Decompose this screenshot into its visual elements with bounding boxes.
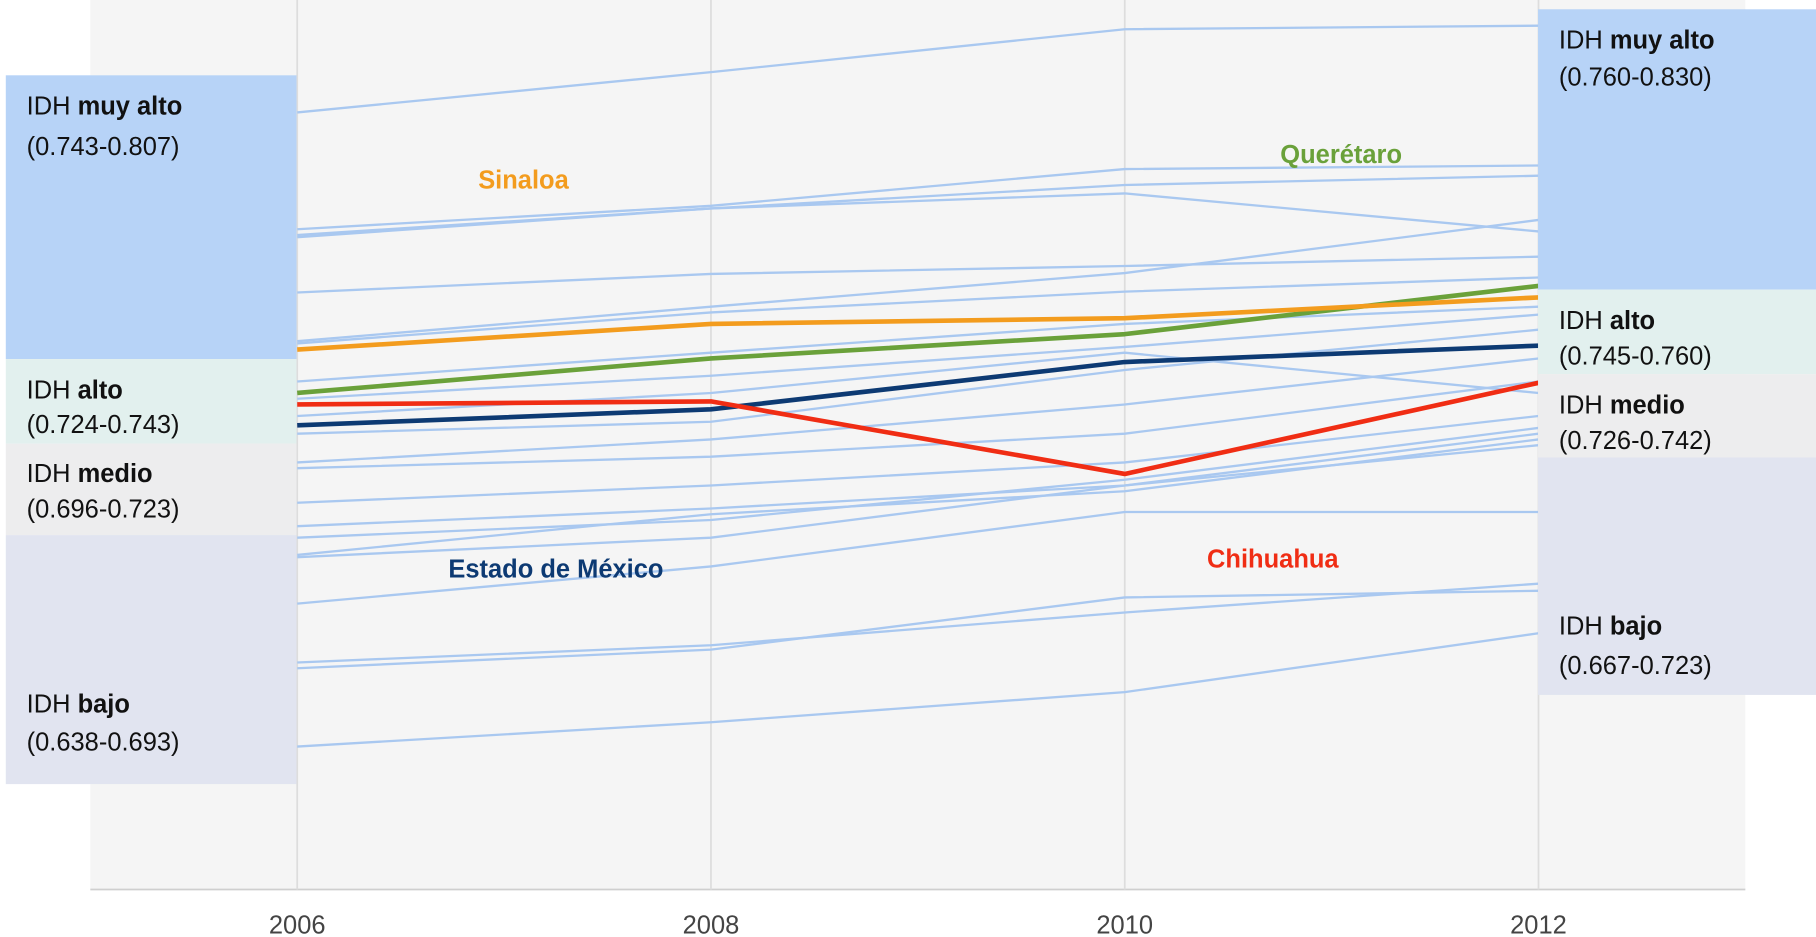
band-range: (0.696-0.723): [27, 496, 180, 524]
band-label: IDH bajo: [27, 690, 130, 718]
state-line: [297, 582, 1539, 664]
idh-band: [1538, 457, 1816, 695]
series-label: Sinaloa: [478, 167, 569, 195]
series-label: Estado de México: [448, 556, 663, 584]
band-range: (0.745-0.760): [1559, 343, 1712, 371]
idh-band: [5, 359, 297, 444]
idh-band: [5, 75, 297, 360]
x-tick-label: 2010: [1096, 911, 1153, 937]
band-range: (0.724-0.743): [27, 411, 180, 439]
state-line: [297, 313, 1539, 400]
state-line: [297, 305, 1539, 383]
band-prefix: IDH: [1559, 26, 1603, 54]
x-tick-label: 2008: [683, 911, 740, 937]
band-prefix: IDH: [27, 460, 71, 488]
band-level: bajo: [78, 690, 130, 718]
highlight-line: [297, 295, 1539, 352]
x-tick-label: 2006: [269, 911, 326, 937]
highlight-line: [297, 343, 1539, 428]
state-line: [297, 414, 1539, 504]
state-line: [297, 218, 1539, 343]
state-line: [297, 192, 1539, 239]
band-prefix: IDH: [27, 690, 71, 718]
band-level: medio: [78, 460, 153, 488]
band-prefix: IDH: [1559, 391, 1603, 419]
band-prefix: IDH: [27, 92, 71, 120]
idh-band: [1538, 374, 1816, 458]
band-prefix: IDH: [1559, 307, 1603, 335]
band-level: alto: [78, 376, 123, 404]
highlight-line: [297, 380, 1539, 477]
band-level: medio: [1610, 391, 1685, 419]
state-line: [297, 510, 1539, 605]
state-line: [297, 380, 1539, 470]
idh-band: [1538, 9, 1816, 290]
series-label: Chihuahua: [1207, 545, 1339, 573]
state-line: [297, 357, 1539, 464]
state-line: [297, 589, 1539, 670]
band-range: (0.638-0.693): [27, 728, 180, 756]
band-label: IDH medio: [27, 460, 153, 488]
state-line: [297, 632, 1539, 748]
band-range: (0.760-0.830): [1559, 64, 1712, 92]
band-level: alto: [1610, 307, 1655, 335]
band-range: (0.667-0.723): [1559, 652, 1712, 680]
band-label: IDH alto: [1559, 307, 1655, 335]
state-line: [297, 444, 1539, 559]
x-tick-label: 2012: [1510, 911, 1567, 937]
series-label: Querétaro: [1280, 141, 1402, 169]
band-label: IDH medio: [1559, 391, 1685, 419]
idh-band: [1538, 289, 1816, 375]
idh-band: [5, 443, 297, 536]
state-line: [297, 426, 1539, 539]
band-level: muy alto: [78, 92, 183, 120]
band-range: (0.743-0.807): [27, 133, 180, 161]
band-level: bajo: [1610, 612, 1662, 640]
band-range: (0.726-0.742): [1559, 427, 1712, 455]
band-label: IDH muy alto: [27, 92, 183, 120]
state-line: [297, 276, 1539, 345]
band-label: IDH alto: [27, 376, 123, 404]
band-label: IDH muy alto: [1559, 26, 1715, 54]
state-line: [297, 432, 1539, 528]
idh-band: [5, 535, 297, 785]
band-prefix: IDH: [27, 376, 71, 404]
band-label: IDH bajo: [1559, 612, 1662, 640]
state-line: [297, 328, 1539, 435]
state-line: [297, 24, 1539, 114]
state-line: [297, 164, 1539, 231]
band-level: muy alto: [1610, 26, 1715, 54]
band-prefix: IDH: [1559, 612, 1603, 640]
state-line: [297, 255, 1539, 294]
